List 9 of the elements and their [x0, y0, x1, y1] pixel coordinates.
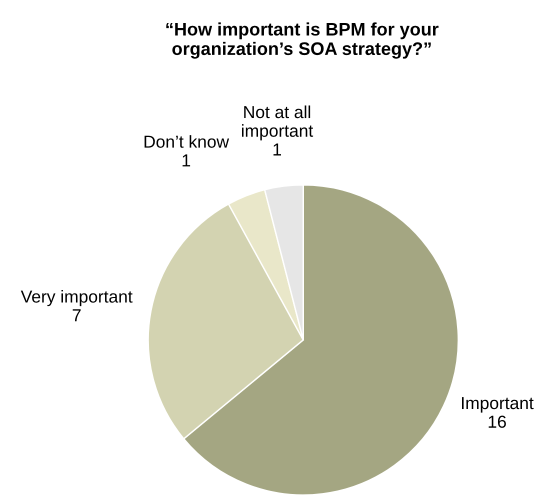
data-label: 1 — [274, 144, 281, 156]
slice-label: Don’t know — [144, 135, 230, 148]
chart-title: “How important is BPM for your organization’s SOA strategy?” — [166, 22, 439, 59]
data-label: 16 — [488, 416, 506, 428]
data-label: 1 — [182, 154, 190, 166]
data-label: 7 — [72, 309, 81, 322]
slice-label: Important — [462, 397, 534, 413]
slice-label: Very important — [20, 290, 133, 306]
slice-label: Not at all important — [242, 105, 314, 140]
